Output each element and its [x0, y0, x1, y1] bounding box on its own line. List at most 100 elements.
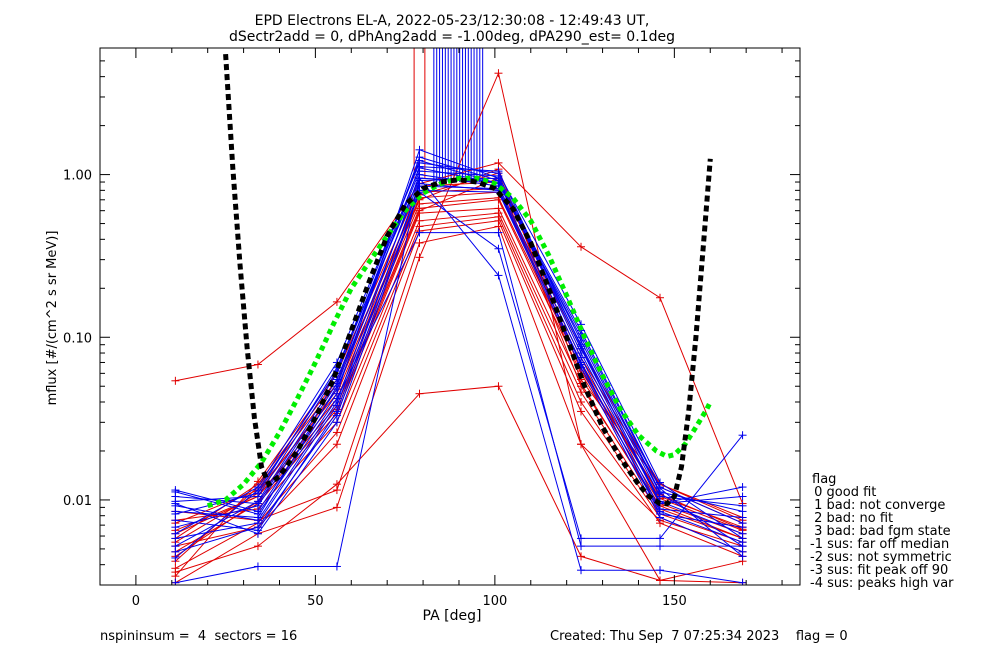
red-point-10-0 — [171, 376, 180, 385]
y-tick-label: 0.01 — [63, 494, 92, 509]
blue-point-15-1 — [253, 513, 262, 522]
blue-point-11-1 — [253, 486, 262, 495]
blue-point-10-6 — [656, 513, 664, 522]
red-point-11-5 — [577, 552, 586, 561]
axis-ticks-layer: 0 50 100 150 0.01 0.10 1.00 — [63, 47, 800, 609]
green-fit-curve — [206, 175, 713, 509]
x-tick-label: 0 — [132, 594, 140, 609]
red-point-11-1 — [253, 542, 262, 551]
blue-point-0-7 — [738, 492, 747, 501]
blue-point-14-5 — [577, 534, 586, 543]
blue-point-15-7 — [738, 483, 747, 492]
x-tick-label: 150 — [662, 594, 687, 609]
red-point-0-3 — [415, 238, 424, 247]
red-point-10-6 — [656, 293, 664, 302]
blue-point-5-0 — [171, 516, 180, 525]
blue-series-15 — [175, 166, 743, 519]
blue-point-9-1 — [253, 497, 262, 506]
blue-point-14-6 — [656, 534, 664, 543]
red-point-11-4 — [494, 382, 503, 391]
red-point-11-3 — [415, 389, 424, 398]
red-point-10-2 — [332, 297, 341, 306]
x-tick-label: 100 — [482, 594, 507, 609]
red-point-12-3 — [415, 253, 424, 262]
red-series-11 — [175, 385, 743, 584]
red-point-9-5 — [577, 407, 586, 416]
blue-point-13-1 — [253, 562, 262, 571]
red-point-10-1 — [253, 360, 262, 369]
blue-point-13-4 — [494, 271, 503, 280]
x-axis-label: PA [deg] — [423, 608, 482, 624]
black-fit-curve — [223, 53, 713, 507]
blue-series-7 — [175, 162, 743, 539]
legend-entry-1: 1 bad: not converge — [810, 498, 945, 513]
plot-frame — [99, 47, 801, 586]
blue-series-8 — [175, 185, 743, 543]
blue-series-9 — [175, 170, 743, 547]
y-tick-label: 1.00 — [63, 169, 92, 184]
blue-point-14-4 — [494, 244, 503, 253]
blue-series-0 — [175, 149, 743, 512]
blue-point-12-4 — [494, 228, 503, 237]
blue-point-0-3 — [415, 145, 424, 154]
chart-title-line1: EPD Electrons EL-A, 2022-05-23/12:30:08 … — [255, 13, 650, 29]
footer-left: nspininsum = 4 sectors = 16 — [100, 629, 297, 644]
blue-series-14 — [175, 191, 743, 539]
flag-legend: flag 0 good fit 1 bad: not converge 2 ba… — [810, 472, 954, 591]
legend-title: flag — [812, 472, 836, 487]
blue-series-11 — [175, 159, 743, 559]
red-point-10-5 — [577, 242, 586, 251]
blue-point-12-0 — [171, 487, 180, 496]
blue-point-13-0 — [171, 578, 180, 585]
blue-point-15-2 — [332, 382, 341, 391]
footer-right: Created: Thu Sep 7 07:25:34 2023 flag = … — [550, 629, 848, 644]
legend-entry-4: -1 sus: far off median — [810, 537, 949, 552]
blue-point-13-3 — [415, 174, 424, 183]
chart-title-line2: dSectr2add = 0, dPhAng2add = -1.00deg, d… — [229, 29, 675, 45]
blue-point-15-0 — [171, 507, 180, 516]
red-point-14-3 — [415, 206, 424, 215]
blue-point-12-5 — [577, 542, 586, 551]
blue-point-13-2 — [332, 562, 341, 571]
blue-series-10 — [175, 189, 743, 553]
blue-point-15-5 — [577, 342, 586, 351]
red-point-12-2 — [332, 503, 341, 512]
blue-point-8-0 — [171, 534, 180, 543]
blue-point-11-6 — [656, 484, 664, 493]
plot-data-layer — [171, 48, 747, 585]
x-tick-label: 50 — [307, 594, 324, 609]
blue-point-15-4 — [494, 167, 503, 176]
red-point-9-4 — [494, 216, 503, 225]
blue-point-13-6 — [656, 566, 664, 575]
blue-point-11-0 — [171, 553, 180, 562]
red-series-13 — [175, 168, 743, 524]
legend-entry-2: 2 bad: no fit — [810, 511, 893, 526]
legend-entry-3: 3 bad: bad fgm state — [810, 524, 951, 539]
legend-entry-7: -4 sus: peaks high var — [810, 576, 954, 591]
blue-point-12-2 — [332, 394, 341, 403]
blue-point-14-1 — [253, 529, 262, 538]
blue-point-11-7 — [738, 552, 747, 561]
blue-point-13-5 — [577, 566, 586, 575]
blue-point-14-2 — [332, 418, 341, 427]
blue-point-12-7 — [738, 542, 747, 551]
red-series-12 — [175, 71, 743, 584]
red-point-6-2 — [332, 428, 341, 437]
blue-series-13 — [175, 177, 743, 584]
blue-point-13-7 — [738, 578, 747, 585]
red-point-9-2 — [332, 440, 341, 449]
red-point-12-4 — [494, 69, 503, 78]
red-series-9 — [175, 220, 743, 557]
y-axis-label: mflux [#/(cm^2 s sr MeV)] — [45, 231, 60, 406]
red-point-12-6 — [656, 576, 664, 585]
legend-entry-5: -2 sus: not symmetric — [810, 550, 952, 565]
blue-series-4 — [175, 177, 743, 524]
blue-point-12-6 — [656, 542, 664, 551]
blue-point-15-3 — [415, 162, 424, 171]
red-point-11-2 — [332, 480, 341, 489]
red-point-11-0 — [171, 568, 180, 577]
legend-entry-0: 0 good fit — [810, 485, 876, 500]
red-point-6-5 — [577, 397, 586, 406]
blue-point-14-0 — [171, 499, 180, 508]
legend-entry-6: -3 sus: fit peak off 90 — [810, 563, 948, 578]
